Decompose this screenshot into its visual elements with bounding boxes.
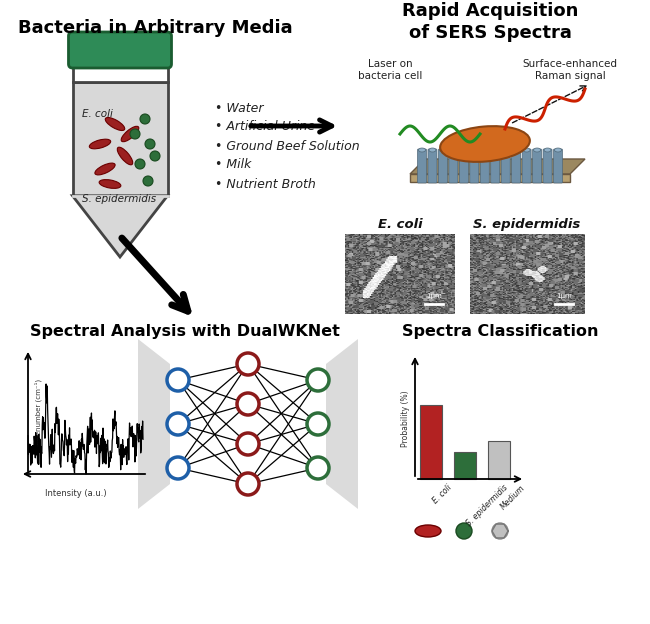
FancyBboxPatch shape <box>501 149 510 183</box>
Ellipse shape <box>460 148 467 152</box>
Ellipse shape <box>439 148 447 152</box>
Ellipse shape <box>89 139 111 149</box>
Ellipse shape <box>534 148 541 152</box>
Text: S. epidermidis: S. epidermidis <box>465 483 510 528</box>
Ellipse shape <box>419 148 426 152</box>
Text: • Artificial Urine: • Artificial Urine <box>215 120 315 134</box>
Ellipse shape <box>471 148 478 152</box>
Ellipse shape <box>544 148 551 152</box>
Text: Medium: Medium <box>499 483 527 511</box>
Ellipse shape <box>121 126 139 142</box>
Circle shape <box>456 523 472 539</box>
Polygon shape <box>138 339 170 509</box>
FancyBboxPatch shape <box>554 149 562 183</box>
Text: Bacteria in Arbitrary Media: Bacteria in Arbitrary Media <box>18 19 292 37</box>
Ellipse shape <box>492 148 499 152</box>
Circle shape <box>167 457 189 479</box>
Text: Intensity (a.u.): Intensity (a.u.) <box>45 489 107 498</box>
FancyBboxPatch shape <box>449 149 458 183</box>
Text: • Nutrient Broth: • Nutrient Broth <box>215 177 316 190</box>
FancyBboxPatch shape <box>438 149 447 183</box>
Circle shape <box>135 159 145 169</box>
FancyBboxPatch shape <box>73 82 168 196</box>
Text: Spectra Classification: Spectra Classification <box>402 324 598 339</box>
FancyBboxPatch shape <box>460 149 469 183</box>
Polygon shape <box>326 339 358 509</box>
Circle shape <box>237 433 259 455</box>
FancyBboxPatch shape <box>417 149 426 183</box>
Circle shape <box>237 473 259 495</box>
Text: 1μm: 1μm <box>426 293 442 299</box>
Circle shape <box>237 353 259 375</box>
Ellipse shape <box>554 148 562 152</box>
Ellipse shape <box>415 525 441 537</box>
Text: E. coli: E. coli <box>431 483 454 505</box>
FancyBboxPatch shape <box>491 149 500 183</box>
Ellipse shape <box>99 180 121 188</box>
Ellipse shape <box>450 148 457 152</box>
Text: Wavenumber (cm⁻¹): Wavenumber (cm⁻¹) <box>34 378 42 449</box>
Bar <box>73 64 168 82</box>
Text: • Ground Beef Solution: • Ground Beef Solution <box>215 140 359 152</box>
FancyBboxPatch shape <box>522 149 531 183</box>
Text: Probability (%): Probability (%) <box>402 391 411 447</box>
Ellipse shape <box>481 148 488 152</box>
FancyBboxPatch shape <box>470 149 479 183</box>
Text: Rapid Acquisition
of SERS Spectra: Rapid Acquisition of SERS Spectra <box>402 2 578 42</box>
Text: S. epidermidis: S. epidermidis <box>82 194 156 204</box>
Ellipse shape <box>523 148 530 152</box>
Bar <box>454 452 476 479</box>
Text: Surface-enhanced
Raman signal: Surface-enhanced Raman signal <box>523 59 618 81</box>
Circle shape <box>307 413 329 435</box>
Ellipse shape <box>95 163 115 175</box>
Circle shape <box>140 114 150 124</box>
Circle shape <box>167 369 189 391</box>
Circle shape <box>307 457 329 479</box>
Text: • Water: • Water <box>215 102 263 114</box>
Text: • Milk: • Milk <box>215 158 252 172</box>
Ellipse shape <box>117 147 133 165</box>
FancyBboxPatch shape <box>428 149 437 183</box>
Ellipse shape <box>440 126 530 162</box>
FancyBboxPatch shape <box>512 149 521 183</box>
Circle shape <box>130 129 140 139</box>
Polygon shape <box>73 196 168 257</box>
Ellipse shape <box>513 148 519 152</box>
FancyBboxPatch shape <box>532 149 541 183</box>
Circle shape <box>237 393 259 415</box>
Text: Spectral Analysis with DualWKNet: Spectral Analysis with DualWKNet <box>30 324 340 339</box>
Polygon shape <box>410 174 570 182</box>
Text: S. epidermidis: S. epidermidis <box>473 218 580 231</box>
Circle shape <box>307 369 329 391</box>
Circle shape <box>167 413 189 435</box>
Circle shape <box>143 176 153 186</box>
FancyBboxPatch shape <box>480 149 489 183</box>
FancyBboxPatch shape <box>543 149 552 183</box>
Text: E. coli: E. coli <box>82 109 113 119</box>
Bar <box>420 405 442 479</box>
Ellipse shape <box>502 148 509 152</box>
Ellipse shape <box>429 148 436 152</box>
Polygon shape <box>410 159 585 174</box>
Text: 1μm: 1μm <box>556 293 572 299</box>
Circle shape <box>145 139 155 149</box>
Text: E. coli: E. coli <box>378 218 422 231</box>
Bar <box>488 441 510 479</box>
Circle shape <box>150 151 160 161</box>
Text: Laser on
bacteria cell: Laser on bacteria cell <box>358 59 423 81</box>
Ellipse shape <box>105 117 125 130</box>
FancyBboxPatch shape <box>68 32 172 68</box>
Circle shape <box>492 523 508 539</box>
